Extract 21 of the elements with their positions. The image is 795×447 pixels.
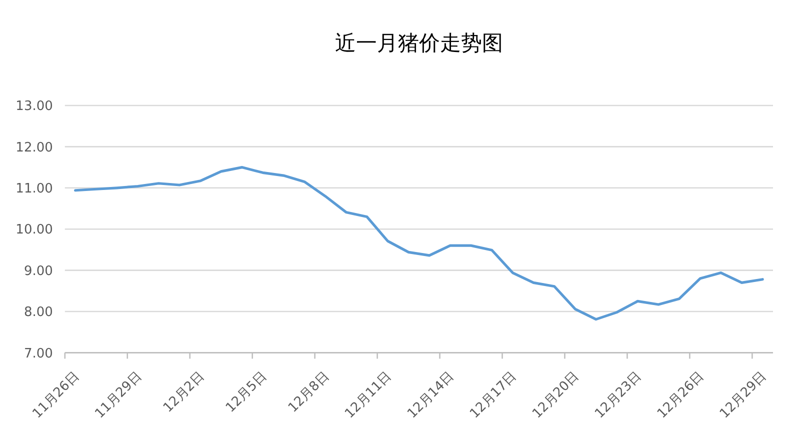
y-tick-label: 13.00 <box>16 99 53 114</box>
x-tick-label: 12月29日 <box>717 369 770 422</box>
y-tick-label: 7.00 <box>24 346 53 362</box>
x-tick-label: 12月20日 <box>530 369 582 422</box>
x-tick-label: 12月26日 <box>654 369 708 422</box>
y-tick-label: 8.00 <box>24 305 53 320</box>
x-tick-label: 11月26日 <box>30 369 82 422</box>
line-series <box>74 166 764 321</box>
y-tick-label: 10.00 <box>16 222 53 238</box>
x-tick-label: 12月14日 <box>404 369 458 422</box>
x-tick-label: 12月8日 <box>286 369 332 416</box>
x-tick-label: 12月2日 <box>160 369 208 416</box>
y-tick-label: 9.00 <box>24 264 53 279</box>
y-tick-label: 12.00 <box>16 140 53 156</box>
x-tick-label: 12月5日 <box>223 369 270 416</box>
chart-title: 近一月猪价走势图 <box>334 31 503 55</box>
x-tick-label: 12月17日 <box>467 369 520 422</box>
x-tick-label: 12月11日 <box>342 369 395 422</box>
y-tick-label: 11.00 <box>16 181 53 196</box>
x-tick-label: 12月23日 <box>592 369 645 422</box>
x-tick-label: 11月29日 <box>92 369 145 422</box>
